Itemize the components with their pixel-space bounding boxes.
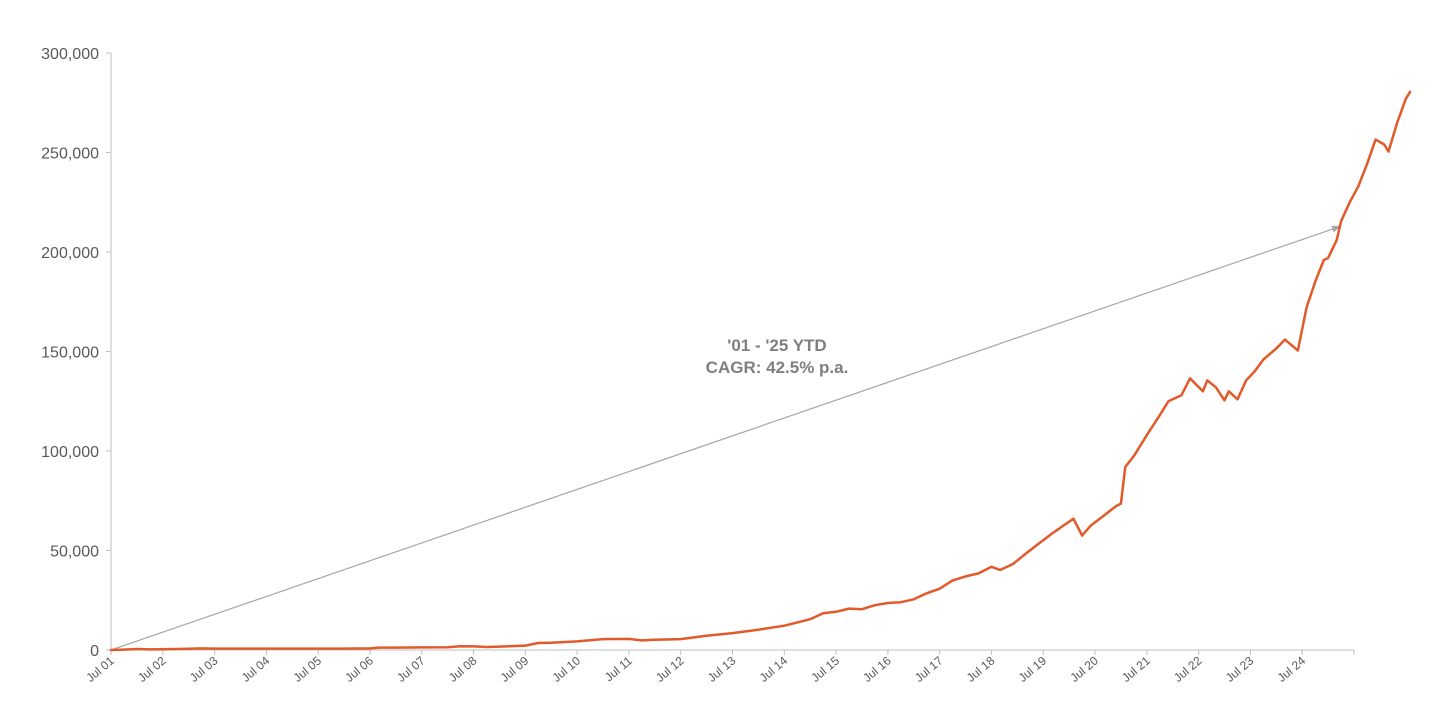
x-tick-label: Jul 18 (964, 653, 998, 685)
annotation-line: CAGR: 42.5% p.a. (706, 358, 849, 377)
y-axis: 0 50,000 100,000 150,000 200,000 250,000 300,0… (41, 46, 112, 660)
x-tick-label: Jul 20 (1067, 653, 1101, 685)
x-tick-label: Jul 21 (1119, 653, 1153, 685)
y-tick-label: 100,000 (41, 444, 99, 461)
cagr-annotation: '01 - '25 YTD CAGR: 42.5% p.a. (706, 336, 849, 377)
x-tick-label: Jul 19 (1016, 653, 1050, 685)
x-tick-label: Jul 17 (912, 653, 946, 685)
x-tick-label: Jul 15 (808, 653, 842, 685)
x-tick-label: Jul 24 (1275, 653, 1309, 685)
trend-arrow (110, 225, 1342, 651)
x-tick-label: Jul 14 (757, 653, 791, 685)
x-tick-label: Jul 12 (653, 653, 687, 685)
trend-arrow-line (110, 225, 1342, 651)
series-line (109, 90, 1412, 652)
y-tick-label: 0 (90, 643, 99, 660)
x-tick-label: Jul 16 (860, 653, 894, 685)
x-tick-label: Jul 11 (602, 653, 635, 684)
y-tick-label: 50,000 (50, 544, 99, 561)
x-tick-label: Jul 05 (291, 653, 325, 685)
x-axis: Jul 01 Jul 02 Jul 03 Jul 04 Jul 05 Jul 06 Jul … (83, 649, 1355, 685)
x-tick-label: Jul 09 (498, 653, 532, 685)
x-tick-label: Jul 22 (1171, 653, 1205, 685)
y-tick-label: 300,000 (41, 46, 99, 63)
y-tick-label: 250,000 (41, 146, 99, 163)
y-tick-label: 200,000 (41, 245, 99, 262)
x-tick-label: Jul 23 (1223, 653, 1257, 685)
plot-area (109, 90, 1412, 652)
x-tick-label: Jul 02 (135, 653, 169, 685)
x-tick-label: Jul 08 (446, 653, 480, 685)
annotation-line: '01 - '25 YTD (727, 336, 826, 355)
x-tick-label: Jul 03 (187, 653, 221, 685)
x-tick-label: Jul 04 (239, 653, 273, 685)
x-tick-label: Jul 10 (550, 653, 584, 685)
y-tick-label: 150,000 (41, 345, 99, 362)
x-tick-label: Jul 13 (705, 653, 739, 685)
x-tick-label: Jul 01 (83, 653, 117, 685)
x-tick-label: Jul 07 (394, 653, 428, 685)
x-tick-label: Jul 06 (342, 653, 376, 685)
